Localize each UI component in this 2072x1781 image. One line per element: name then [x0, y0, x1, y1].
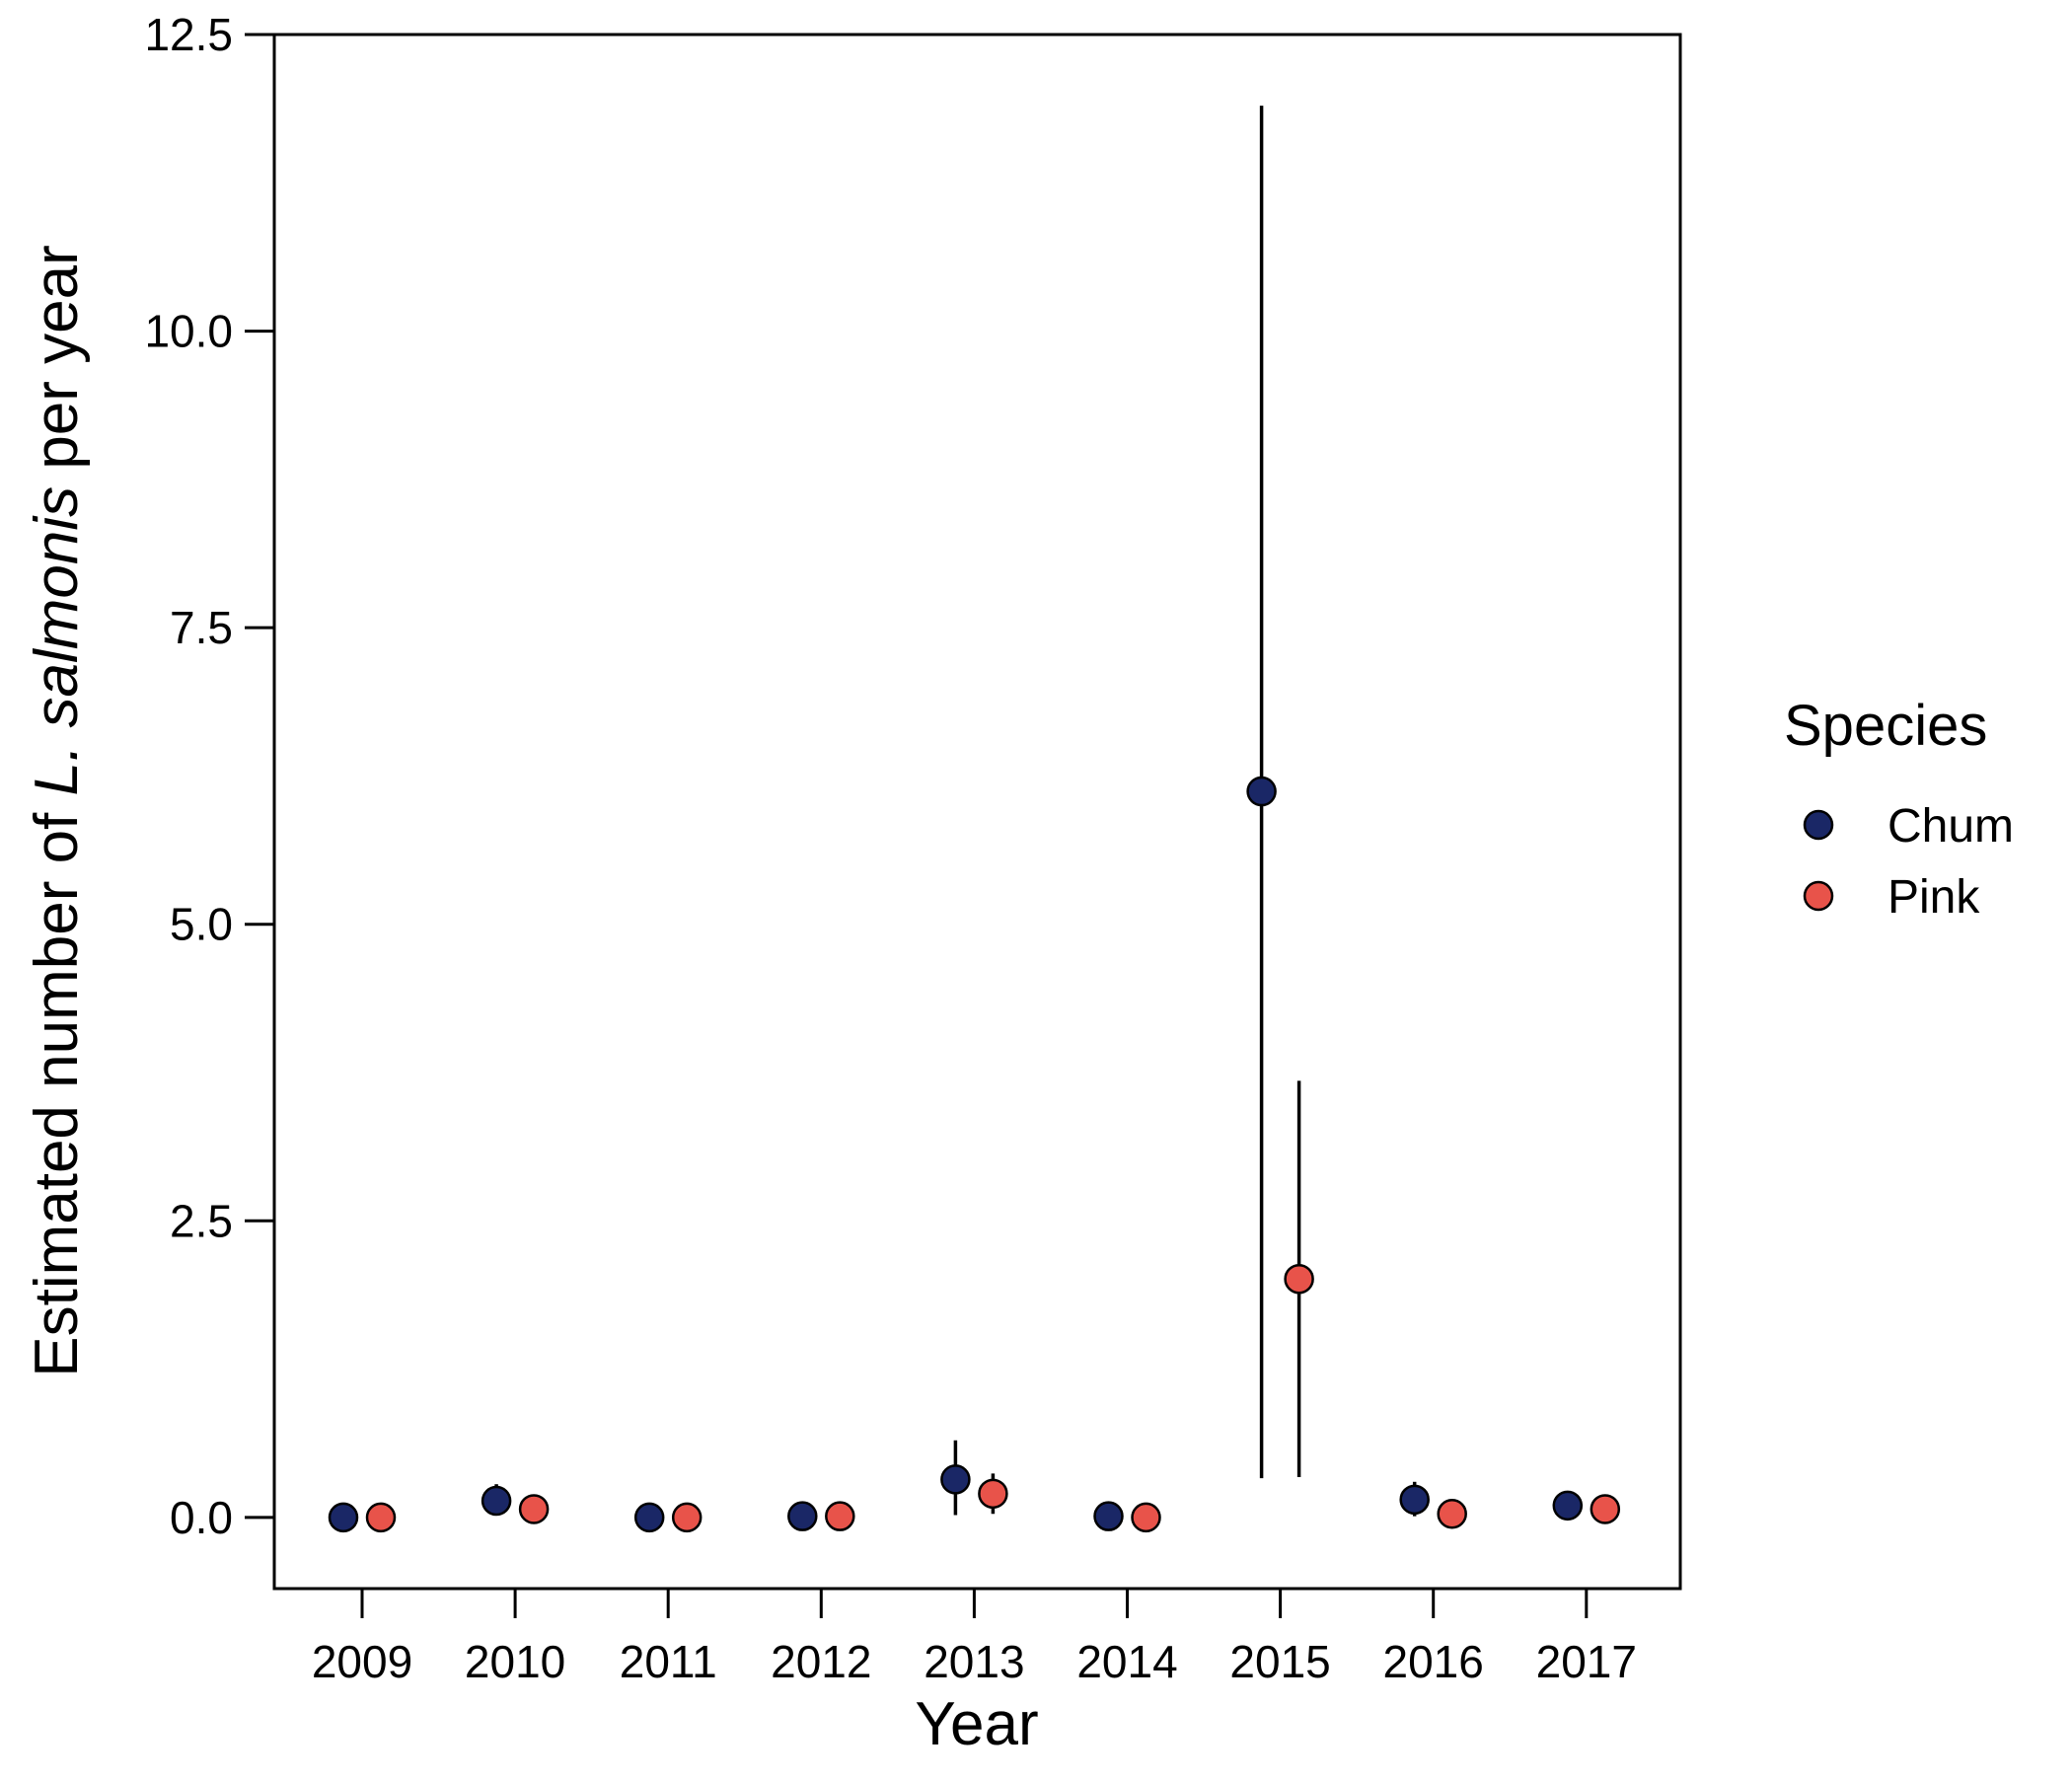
- point-chum: [787, 1501, 818, 1531]
- legend-title: Species: [1784, 694, 1987, 758]
- x-axis: 2009 2010 2011 2012 2013 2014 2015 2016 2017: [312, 1589, 1637, 1687]
- point-pink: [1437, 1499, 1467, 1529]
- point-chum: [1093, 1501, 1124, 1531]
- point-pink: [365, 1502, 397, 1533]
- point-pink: [825, 1501, 855, 1531]
- x-tick-label: 2017: [1536, 1636, 1637, 1687]
- x-axis-title: Year: [915, 1690, 1038, 1758]
- x-tick-label: 2016: [1383, 1636, 1484, 1687]
- x-tick-label: 2013: [924, 1636, 1024, 1687]
- point-chum: [1246, 776, 1277, 807]
- point-chum: [940, 1464, 971, 1495]
- x-tick-label: 2014: [1076, 1636, 1177, 1687]
- legend-label-chum: Chum: [1887, 800, 2014, 853]
- point-pink: [1590, 1494, 1621, 1524]
- x-tick-label: 2015: [1229, 1636, 1330, 1687]
- y-tick-label: 12.5: [144, 9, 233, 60]
- y-axis-title: Estimated number of L. salmonis per year: [23, 245, 91, 1377]
- legend: Species Chum Pink: [1784, 694, 2014, 924]
- x-tick-label: 2011: [620, 1636, 717, 1687]
- y-tick-label: 5.0: [170, 899, 233, 950]
- point-chum: [481, 1485, 512, 1517]
- y-tick-label: 2.5: [170, 1195, 233, 1246]
- y-tick-label: 0.0: [170, 1492, 233, 1543]
- point-pink: [671, 1502, 703, 1533]
- point-chum: [1399, 1484, 1430, 1516]
- x-tick-label: 2012: [771, 1636, 871, 1687]
- y-tick-label: 10.0: [144, 306, 233, 357]
- x-tick-label: 2010: [465, 1636, 565, 1687]
- point-pink: [1284, 1263, 1314, 1295]
- point-chum: [1552, 1490, 1584, 1521]
- x-tick-label: 2009: [312, 1636, 412, 1687]
- legend-marker-pink: [1803, 880, 1834, 912]
- legend-marker-chum: [1803, 809, 1834, 841]
- point-pink: [978, 1478, 1008, 1510]
- y-axis: 0.0 2.5 5.0 7.5 10.0 12.5: [144, 9, 274, 1543]
- y-tick-label: 7.5: [170, 602, 233, 653]
- marks-layer: [328, 106, 1621, 1533]
- plot-frame: [272, 33, 1682, 1591]
- y-axis-title-species: L. salmonis: [23, 486, 91, 796]
- legend-label-pink: Pink: [1887, 871, 1980, 924]
- point-chum: [633, 1502, 665, 1533]
- point-pink: [518, 1494, 550, 1524]
- point-pink: [1131, 1502, 1161, 1533]
- y-axis-title-part-1: Estimated number of: [23, 795, 91, 1376]
- point-chum: [328, 1502, 359, 1533]
- y-axis-title-part-3: per year: [23, 245, 91, 486]
